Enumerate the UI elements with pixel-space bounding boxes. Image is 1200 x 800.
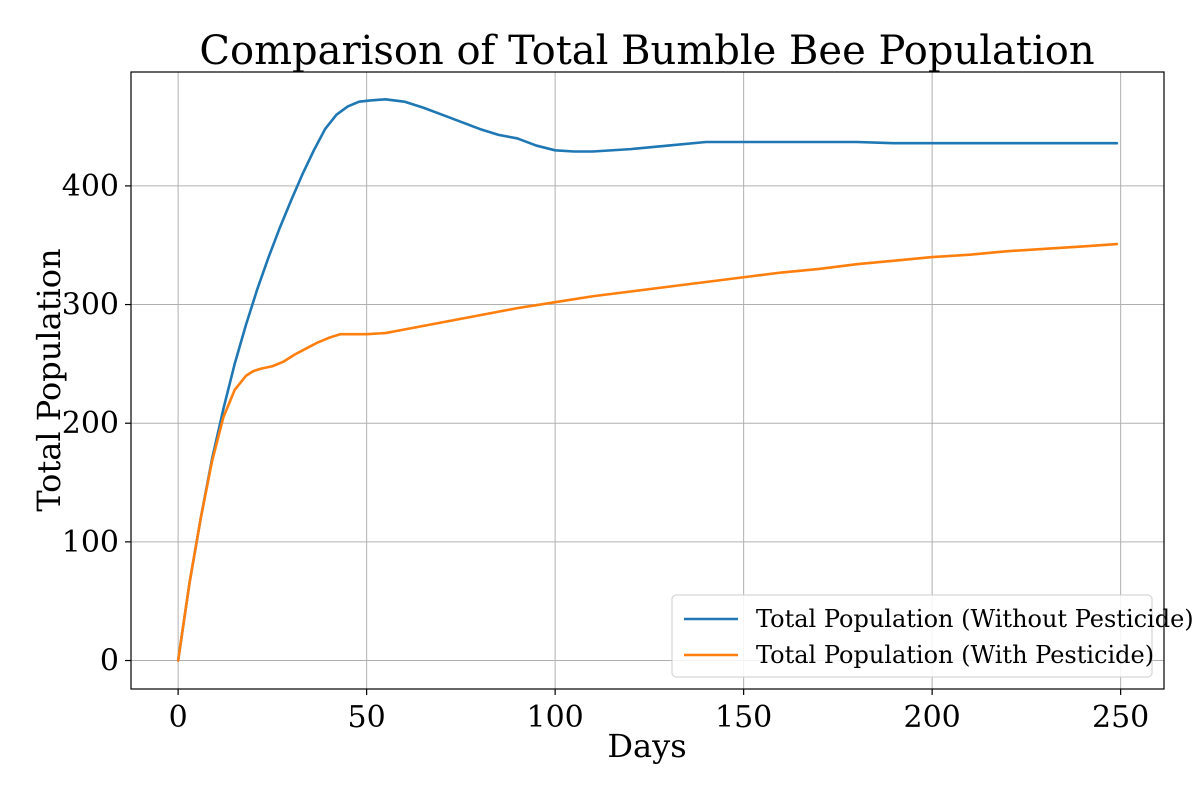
series-line-2 — [176, 242, 1119, 662]
y-tick-label: 100 — [62, 525, 119, 560]
legend-box — [671, 594, 1153, 678]
legend-label-1: Total Population (Without Pesticide) — [756, 605, 1194, 633]
x-tick-label: 150 — [715, 700, 772, 735]
plot-frame — [130, 71, 1165, 690]
y-tick-label: 0 — [100, 644, 119, 679]
chart-title: Comparison of Total Bumble Bee Populatio… — [199, 28, 1094, 74]
y-tick-label: 400 — [62, 169, 119, 204]
series-line-1 — [176, 97, 1119, 662]
y-tick-label: 300 — [62, 288, 119, 323]
x-tick-label: 0 — [169, 700, 188, 735]
legend-label-2: Total Population (With Pesticide) — [756, 641, 1154, 669]
x-tick-label: 50 — [348, 700, 386, 735]
y-axis-label: Total Population — [30, 248, 68, 511]
legend: Total Population (Without Pesticide) Tota… — [671, 594, 1194, 678]
x-tick-label: 100 — [527, 700, 584, 735]
y-tick-label: 200 — [62, 406, 119, 441]
x-axis-label: Days — [607, 727, 686, 765]
series-lines — [176, 97, 1119, 662]
x-tick-label: 200 — [904, 700, 961, 735]
x-tick-label: 250 — [1092, 700, 1149, 735]
grid — [131, 72, 1164, 689]
axis-ticks: 0 50 100 150 200 250 0 100 200 300 400 — [62, 169, 1150, 735]
